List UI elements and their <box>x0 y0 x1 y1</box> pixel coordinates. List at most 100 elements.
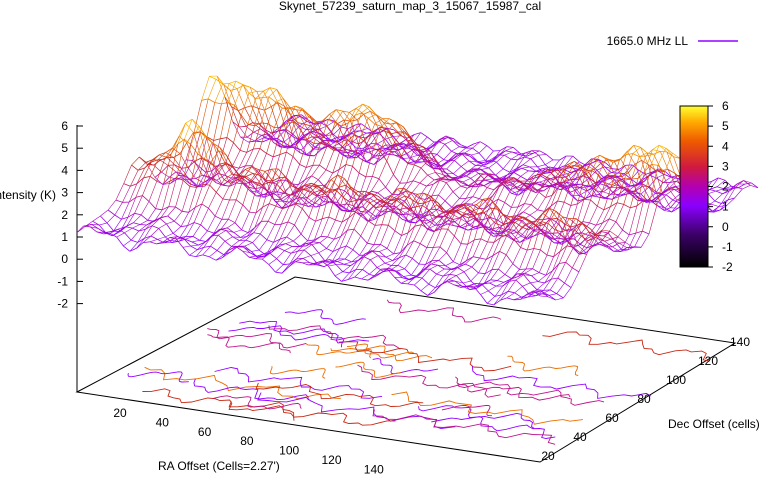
surface-line <box>343 261 352 265</box>
surface-line <box>380 225 389 245</box>
surface-line <box>186 222 195 237</box>
surface-line <box>360 154 368 163</box>
surface-line <box>303 175 312 186</box>
surface-line <box>613 187 622 194</box>
surface-line <box>296 109 305 125</box>
surface-line <box>310 179 319 188</box>
surface-line <box>578 165 587 180</box>
surface-line <box>564 201 571 206</box>
surface-line <box>381 267 390 270</box>
surface-line <box>529 166 537 172</box>
surface-line <box>640 233 650 248</box>
surface-line <box>473 174 482 186</box>
surface-line <box>651 194 660 201</box>
surface-line <box>246 176 255 183</box>
surface-line <box>424 199 432 204</box>
surface-line <box>714 193 723 202</box>
surface-line <box>453 173 461 179</box>
surface-line <box>359 211 368 222</box>
surface-line <box>144 225 153 239</box>
surface-line <box>248 255 257 258</box>
surface-line <box>512 247 521 264</box>
surface-line <box>381 224 389 226</box>
surface-line <box>589 228 599 239</box>
surface-line <box>416 194 426 204</box>
surface-line <box>391 133 400 144</box>
surface-line <box>602 206 611 223</box>
surface-line <box>637 155 647 179</box>
surface-line <box>353 228 361 237</box>
surface-line <box>465 143 474 149</box>
surface-line <box>495 223 503 226</box>
surface-line <box>437 202 447 217</box>
surface-line <box>206 136 214 141</box>
surface-line <box>397 254 407 266</box>
surface-line <box>386 141 395 162</box>
surface-line <box>318 248 327 254</box>
surface-line <box>429 268 437 275</box>
surface-line <box>658 144 668 153</box>
surface-line <box>233 232 241 238</box>
surface-line <box>524 268 533 274</box>
surface-line <box>278 130 288 147</box>
surface-line <box>354 150 362 152</box>
surface-line <box>262 203 270 208</box>
contour-line <box>268 325 401 350</box>
surface-line <box>552 251 561 271</box>
surface-line <box>273 238 281 243</box>
surface-line <box>423 192 431 197</box>
surface-line <box>623 178 632 205</box>
surface-line <box>349 199 357 203</box>
surface-line <box>351 255 360 263</box>
surface-line <box>393 235 402 255</box>
surface-line <box>527 171 536 181</box>
surface-line <box>526 292 535 295</box>
surface-line <box>268 264 276 273</box>
surface-line <box>556 293 564 299</box>
surface-line <box>432 177 442 185</box>
surface-line <box>377 192 385 199</box>
surface-line <box>385 144 393 146</box>
surface-line <box>218 137 228 165</box>
surface-line <box>159 215 168 219</box>
surface-line <box>530 204 538 211</box>
surface-line <box>472 238 482 257</box>
surface-line <box>526 180 535 183</box>
surface-line <box>484 202 492 210</box>
surface-line <box>712 209 721 212</box>
surface-line <box>526 235 535 238</box>
contour-line <box>455 376 571 401</box>
surface-line <box>267 205 277 222</box>
surface-line <box>667 169 675 174</box>
surface-line <box>167 165 177 173</box>
surface-line <box>723 186 732 190</box>
surface-line <box>409 157 417 164</box>
surface-line <box>721 190 730 204</box>
contour-line <box>357 364 501 398</box>
surface-line <box>589 206 598 224</box>
surface-line <box>529 209 538 216</box>
surface-line <box>334 275 342 282</box>
surface-line <box>333 202 342 211</box>
surface-line <box>134 212 142 216</box>
surface-line <box>239 126 248 138</box>
surface-line <box>394 131 403 143</box>
surface-line <box>233 115 242 143</box>
surface-line <box>427 287 436 296</box>
surface-line <box>431 263 438 266</box>
surface-line <box>452 185 461 192</box>
surface-line <box>103 231 112 235</box>
surface-line <box>370 178 380 192</box>
surface-line <box>431 199 440 216</box>
surface-line <box>393 210 403 220</box>
surface-line <box>405 139 414 150</box>
surface-line <box>355 108 364 115</box>
surface-line <box>411 182 421 193</box>
surface-line <box>353 213 363 230</box>
surface-line <box>665 171 673 178</box>
surface-line <box>249 185 258 213</box>
surface-line <box>370 110 378 117</box>
surface-line <box>439 179 447 183</box>
surface-line <box>209 256 217 261</box>
surface-line <box>508 290 515 294</box>
